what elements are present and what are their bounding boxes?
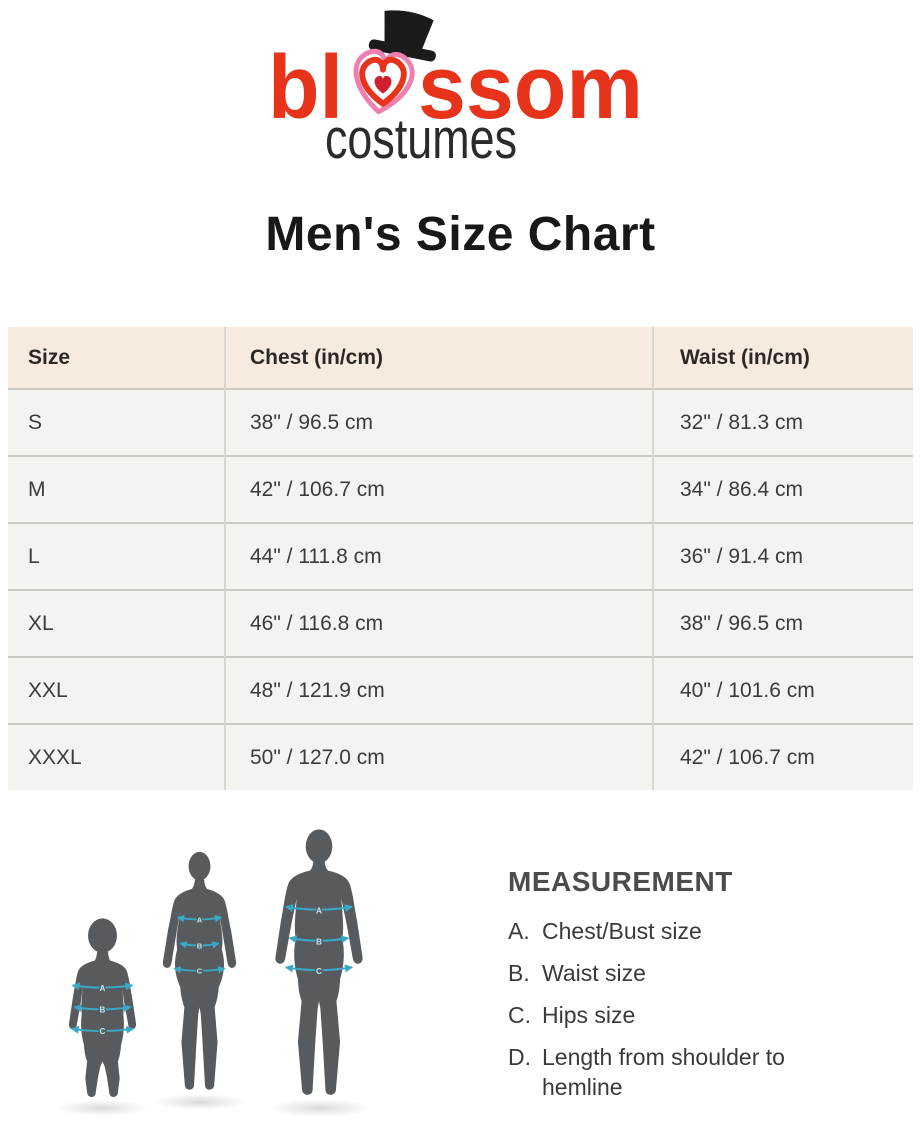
waist-value: 40" / 101.6 cm [680, 678, 815, 702]
measurement-item-label: Waist size [542, 960, 646, 986]
brand-subtitle: costumes [325, 107, 517, 171]
size-value: M [28, 477, 46, 501]
measurement-item-key: D. [508, 1044, 531, 1070]
waist-value: 38" / 96.5 cm [680, 611, 804, 635]
figure-reflection [268, 1099, 372, 1117]
svg-text:A: A [197, 915, 203, 924]
svg-text:B: B [100, 1006, 106, 1015]
size-value: XXL [28, 678, 68, 702]
figure-reflection [152, 1094, 248, 1110]
heart-icon [353, 48, 415, 115]
top-hat-icon [368, 10, 436, 62]
column-header-chest: Chest (in/cm) [250, 345, 384, 369]
measurement-legend-title: MEASUREMENT [508, 866, 733, 897]
table-column-divider [652, 327, 654, 790]
waist-value: 36" / 91.4 cm [680, 544, 804, 568]
size-value: XXXL [28, 745, 82, 769]
chest-value: 42" / 106.7 cm [250, 477, 385, 501]
chest-value: 46" / 116.8 cm [250, 611, 384, 635]
waist-measure-band: B [288, 935, 350, 948]
table-row: M 42" / 106.7 cm 34" / 86.4 cm [8, 455, 913, 522]
svg-text:C: C [197, 967, 203, 976]
size-value: L [28, 544, 40, 568]
table-header-row: Size Chest (in/cm) Waist (in/cm) [8, 327, 913, 388]
waist-value: 42" / 106.7 cm [680, 745, 815, 769]
column-header-size: Size [28, 345, 71, 369]
man-silhouette: A B C [275, 829, 363, 1095]
table-row: S 38" / 96.5 cm 32" / 81.3 cm [8, 388, 913, 455]
chest-value: 48" / 121.9 cm [250, 678, 385, 702]
size-value: S [28, 410, 43, 434]
svg-text:A: A [316, 906, 322, 915]
measurement-item-key: C. [508, 1002, 531, 1028]
child-silhouette: A B C [68, 918, 137, 1097]
svg-text:C: C [100, 1027, 106, 1036]
size-value: XL [28, 611, 54, 635]
page-title: Men's Size Chart [265, 208, 656, 261]
waist-measure-band: B [73, 1004, 132, 1016]
measurement-item-length: D. Length from shoulder to hemline [508, 1042, 838, 1102]
brand-logo: bl ssom costumes [268, 10, 643, 171]
waist-value: 34" / 86.4 cm [680, 477, 804, 501]
chest-measure-band: A [285, 904, 353, 917]
measurement-item-key: B. [508, 960, 530, 986]
chest-value: 44" / 111.8 cm [250, 544, 382, 568]
chest-measure-band: A [71, 982, 134, 994]
measurement-legend: MEASUREMENT A. Chest/Bust size B. Waist … [508, 866, 838, 1114]
measurement-item-label: Hips size [542, 1002, 636, 1028]
hips-measure-band: C [285, 964, 353, 977]
table-row: XXXL 50" / 127.0 cm 42" / 106.7 cm [8, 723, 913, 790]
table-row: L 44" / 111.8 cm 36" / 91.4 cm [8, 522, 913, 589]
figure-reflection [56, 1100, 148, 1116]
hips-measure-band: C [173, 965, 226, 977]
table-row: XXL 48" / 121.9 cm 40" / 101.6 cm [8, 656, 913, 723]
waist-value: 32" / 81.3 cm [680, 410, 804, 434]
brand-prefix: bl [268, 38, 343, 138]
table-column-divider [224, 327, 226, 790]
measurement-item-chest: A. Chest/Bust size [508, 916, 838, 946]
column-header-waist: Waist (in/cm) [680, 345, 810, 369]
measurement-item-waist: B. Waist size [508, 958, 838, 988]
woman-silhouette: A B C [162, 851, 237, 1090]
hips-measure-band: C [70, 1026, 135, 1038]
svg-text:B: B [316, 937, 322, 946]
measurement-item-hips: C. Hips size [508, 1000, 838, 1030]
measurement-item-label: Length from shoulder to hemline [542, 1044, 785, 1100]
chest-value: 50" / 127.0 cm [250, 745, 385, 769]
brand-suffix: ssom [418, 38, 643, 138]
size-table: Size Chest (in/cm) Waist (in/cm) S 38" /… [8, 327, 913, 790]
waist-measure-band: B [179, 940, 220, 952]
measurement-item-label: Chest/Bust size [542, 918, 702, 944]
table-row: XL 46" / 116.8 cm 38" / 96.5 cm [8, 589, 913, 656]
chest-value: 38" / 96.5 cm [250, 410, 374, 434]
measurement-item-key: A. [508, 918, 530, 944]
svg-text:C: C [316, 967, 322, 976]
svg-text:B: B [197, 941, 203, 950]
svg-text:A: A [100, 984, 106, 993]
chest-measure-band: A [176, 914, 223, 926]
